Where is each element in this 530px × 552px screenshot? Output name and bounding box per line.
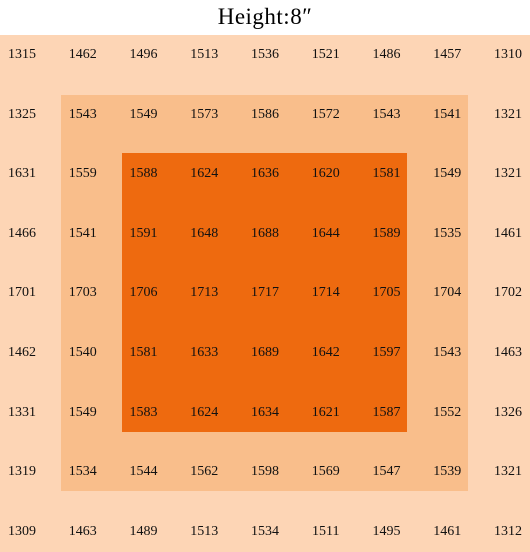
cell-value: 1541 — [68, 225, 97, 241]
cell-value: 1581 — [372, 166, 401, 182]
cell-value: 1534 — [68, 464, 97, 480]
cell-value: 1562 — [190, 464, 219, 480]
cell-value: 1549 — [433, 166, 462, 182]
cell-value: 1463 — [494, 345, 522, 360]
cell-value: 1591 — [129, 225, 158, 241]
cell-value: 1489 — [129, 523, 158, 539]
cell-value: 1461 — [494, 225, 522, 241]
cell-value: 1466 — [8, 225, 36, 241]
cell-value: 1572 — [311, 106, 340, 122]
cell-value: 1535 — [433, 225, 462, 241]
cell-value: 1549 — [68, 404, 97, 420]
cell-value: 1457 — [433, 47, 462, 62]
cell-value: 1534 — [251, 523, 279, 539]
cell-value: 1702 — [494, 285, 522, 301]
cell-value: 1620 — [311, 166, 340, 182]
title: Height:8″ — [217, 4, 313, 29]
cell-value: 1310 — [494, 47, 522, 62]
title-band — [0, 0, 530, 35]
cell-value: 1588 — [129, 166, 158, 182]
cell-value: 1631 — [8, 166, 36, 182]
cell-value: 1706 — [129, 285, 158, 301]
cell-value: 1648 — [190, 225, 219, 241]
cell-value: 1714 — [311, 285, 340, 301]
cell-value: 1713 — [190, 285, 219, 301]
cell-value: 1315 — [8, 47, 36, 62]
cell-value: 1701 — [8, 285, 36, 301]
cell-value: 1462 — [68, 47, 97, 62]
cell-value: 1597 — [372, 345, 401, 360]
cell-value: 1543 — [68, 106, 97, 122]
cell-value: 1589 — [372, 225, 401, 241]
cell-value: 1581 — [129, 345, 158, 360]
cell-value: 1540 — [68, 345, 97, 360]
cell-value: 1321 — [494, 106, 522, 122]
cell-value: 1704 — [433, 285, 462, 301]
cell-value: 1326 — [494, 404, 522, 420]
cell-value: 1688 — [251, 225, 279, 241]
cell-value: 1689 — [251, 345, 279, 360]
cell-value: 1544 — [129, 464, 158, 480]
cell-value: 1461 — [433, 523, 462, 539]
cell-value: 1624 — [190, 404, 219, 420]
cell-value: 1543 — [372, 106, 401, 122]
cell-value: 1705 — [372, 285, 401, 301]
cell-value: 1513 — [190, 523, 219, 539]
cell-value: 1309 — [8, 523, 36, 539]
cell-value: 1703 — [68, 285, 97, 301]
cell-value: 1717 — [251, 285, 279, 301]
cell-value: 1644 — [311, 225, 340, 241]
cell-value: 1539 — [433, 464, 462, 480]
cell-value: 1547 — [372, 464, 401, 480]
cell-value: 1495 — [372, 523, 401, 539]
cell-value: 1325 — [8, 106, 36, 122]
cell-value: 1463 — [68, 523, 97, 539]
cell-value: 1462 — [8, 345, 36, 360]
cell-value: 1552 — [433, 404, 462, 420]
cell-value: 1569 — [311, 464, 340, 480]
cell-value: 1312 — [494, 523, 522, 539]
cell-value: 1486 — [372, 47, 401, 62]
cell-value: 1536 — [251, 47, 279, 62]
cell-value: 1321 — [494, 464, 522, 480]
cell-value: 1496 — [129, 47, 158, 62]
cell-value: 1521 — [311, 47, 340, 62]
cell-value: 1633 — [190, 345, 219, 360]
cell-value: 1573 — [190, 106, 219, 122]
cell-value: 1559 — [68, 166, 97, 182]
cell-value: 1634 — [251, 404, 279, 420]
cell-value: 1583 — [129, 404, 158, 420]
cell-value: 1586 — [251, 106, 279, 122]
cell-value: 1511 — [312, 523, 340, 539]
cell-value: 1621 — [311, 404, 340, 420]
cell-value: 1549 — [129, 106, 158, 122]
cell-value: 1624 — [190, 166, 219, 182]
cell-value: 1513 — [190, 47, 219, 62]
cell-value: 1543 — [433, 345, 462, 360]
cell-value: 1598 — [251, 464, 279, 480]
cell-value: 1642 — [311, 345, 340, 360]
inner-zone — [122, 153, 407, 432]
cell-value: 1587 — [372, 404, 401, 420]
cell-value: 1636 — [251, 166, 279, 182]
cell-value: 1321 — [494, 166, 522, 182]
cell-value: 1319 — [8, 464, 36, 480]
cell-value: 1541 — [433, 106, 462, 122]
cell-value: 1331 — [8, 404, 36, 420]
